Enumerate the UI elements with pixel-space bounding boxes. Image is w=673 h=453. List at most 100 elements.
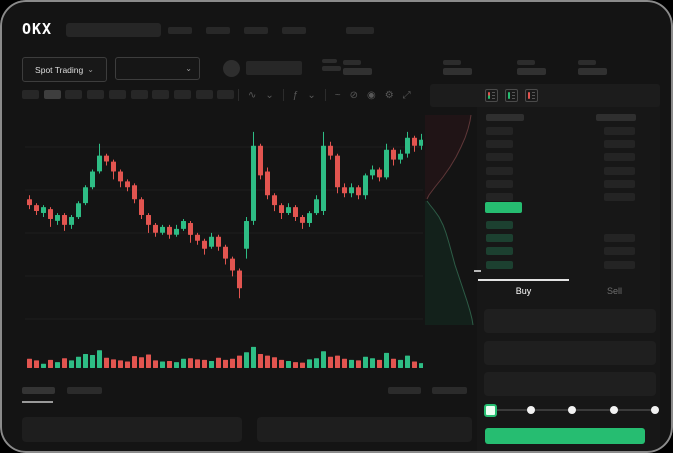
timeframe-button[interactable] xyxy=(217,90,234,99)
ask-row-amount-skeleton[interactable] xyxy=(604,180,635,188)
market-stat-label-skeleton xyxy=(578,60,596,65)
slider-step-dot[interactable] xyxy=(609,406,618,414)
buy-submit-button[interactable] xyxy=(485,428,645,444)
market-stat-value-skeleton xyxy=(443,68,472,75)
measure-icon[interactable]: ⊘ xyxy=(349,89,358,101)
bottom-tab-1[interactable] xyxy=(22,387,55,394)
bottom-action-2[interactable] xyxy=(432,387,467,394)
bid-row-price-skeleton[interactable] xyxy=(486,221,513,229)
slider-handle[interactable] xyxy=(484,404,497,417)
timeframe-button[interactable] xyxy=(196,90,213,99)
bid-row-price-skeleton[interactable] xyxy=(486,261,513,269)
view-strip xyxy=(508,92,510,99)
ask-row-amount-skeleton[interactable] xyxy=(604,127,635,135)
bid-row-amount-skeleton[interactable] xyxy=(604,261,635,269)
view-lines xyxy=(492,92,495,99)
ask-row-amount-skeleton[interactable] xyxy=(604,167,635,175)
nav-item-skeleton[interactable] xyxy=(168,27,192,34)
bid-row-amount-skeleton[interactable] xyxy=(604,247,635,255)
view-lines xyxy=(532,92,535,99)
market-stat-value-skeleton xyxy=(343,68,372,75)
orderbook-header-price-skeleton xyxy=(486,114,524,121)
nav-item-skeleton[interactable] xyxy=(206,27,230,34)
bottom-panel-left[interactable] xyxy=(22,417,242,442)
okx-logo[interactable]: OKX xyxy=(22,20,53,38)
depth-price-marker xyxy=(474,270,481,272)
depth-svg xyxy=(425,114,481,326)
depth-chart xyxy=(425,113,481,327)
toolbar-right-strip xyxy=(430,84,660,107)
orderbook-view-bids-only-icon[interactable] xyxy=(505,89,518,102)
trade-form-field[interactable] xyxy=(484,309,656,333)
bottom-tab-2[interactable] xyxy=(67,387,102,394)
chart-type-icon[interactable]: ∿ xyxy=(248,89,257,101)
market-stat-value-skeleton xyxy=(517,68,546,75)
timeframe-button[interactable] xyxy=(174,90,191,99)
timeframe-button[interactable] xyxy=(65,90,82,99)
ask-row-price-skeleton[interactable] xyxy=(486,127,513,135)
market-stat-label-skeleton xyxy=(517,60,535,65)
pair-name-skeleton xyxy=(246,61,302,75)
ask-row-amount-skeleton[interactable] xyxy=(604,193,635,201)
toolbar-divider xyxy=(282,89,284,101)
ask-row-price-skeleton[interactable] xyxy=(486,180,513,188)
bid-row-price-skeleton[interactable] xyxy=(486,234,513,242)
ask-row-amount-skeleton[interactable] xyxy=(604,153,635,161)
fullscreen-icon[interactable]: ⤢ xyxy=(402,89,411,101)
timeframe-button[interactable] xyxy=(44,90,61,99)
ask-row-price-skeleton[interactable] xyxy=(486,167,513,175)
chart-type-chevron-icon[interactable]: ⌄ xyxy=(265,89,274,101)
toolbar-divider xyxy=(238,89,239,101)
market-type-selector[interactable]: Spot Trading ⌄ xyxy=(22,57,107,82)
timeframe-button[interactable] xyxy=(109,90,126,99)
trade-form-field[interactable] xyxy=(484,341,656,365)
ask-row-price-skeleton[interactable] xyxy=(486,140,513,148)
volume-chart xyxy=(25,338,424,368)
pair-dropdown[interactable]: ⌄ xyxy=(115,57,200,80)
slider-step-dot[interactable] xyxy=(526,406,535,414)
volume-svg xyxy=(27,346,424,368)
timeframe-button[interactable] xyxy=(152,90,169,99)
view-strip xyxy=(528,92,530,99)
bid-row-amount-skeleton[interactable] xyxy=(604,234,635,242)
indicators-icon[interactable]: ƒ xyxy=(292,89,299,101)
bottom-action-1[interactable] xyxy=(388,387,421,394)
candles-svg xyxy=(25,131,424,320)
ask-row-amount-skeleton[interactable] xyxy=(604,140,635,148)
price-change-skeleton xyxy=(322,66,341,71)
tab-sell[interactable]: Sell xyxy=(606,286,622,296)
nav-item-skeleton[interactable] xyxy=(282,27,306,34)
slider-step-dot[interactable] xyxy=(568,406,576,414)
market-type-label: Spot Trading xyxy=(35,64,84,75)
orderbook-header-amount-skeleton xyxy=(596,114,636,121)
market-stat-value-skeleton xyxy=(578,68,607,75)
orderbook-view-asks-only-icon[interactable] xyxy=(525,89,538,102)
line-tool-icon[interactable]: ~ xyxy=(334,89,341,101)
timeframe-button[interactable] xyxy=(87,90,104,99)
tab-buy[interactable]: Buy xyxy=(478,279,569,301)
timeframe-button[interactable] xyxy=(22,90,39,99)
trade-form-field[interactable] xyxy=(484,372,656,396)
timeframe-button[interactable] xyxy=(131,90,148,99)
ask-row-price-skeleton[interactable] xyxy=(486,193,513,201)
bottom-panel-right[interactable] xyxy=(257,417,472,442)
nav-item-skeleton[interactable] xyxy=(346,27,374,34)
indicators-chevron-icon[interactable]: ⌄ xyxy=(307,89,316,101)
toolbar-divider xyxy=(324,89,326,101)
chart-settings-icon[interactable]: ⚙ xyxy=(384,89,394,101)
bid-row-price-skeleton[interactable] xyxy=(486,247,513,255)
market-stat-label-skeleton xyxy=(343,60,361,65)
slider-step-dot[interactable] xyxy=(651,406,659,414)
ask-row-price-skeleton[interactable] xyxy=(486,153,513,161)
candlestick-chart[interactable] xyxy=(25,112,424,330)
camera-icon[interactable]: ◉ xyxy=(366,89,376,101)
active-tab-underline xyxy=(22,401,53,403)
search-input[interactable] xyxy=(66,23,161,37)
nav-item-skeleton[interactable] xyxy=(244,27,268,34)
chevron-down-icon: ⌄ xyxy=(185,63,192,73)
view-lines xyxy=(512,92,515,99)
last-price-bar[interactable] xyxy=(485,202,522,213)
orderbook-view-combined-icon[interactable] xyxy=(485,89,498,102)
chevron-down-icon: ⌄ xyxy=(87,64,94,74)
